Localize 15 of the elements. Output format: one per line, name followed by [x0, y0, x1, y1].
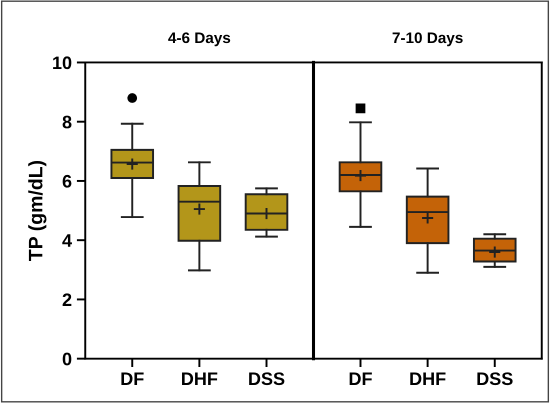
- y-tick-label: 2: [62, 293, 72, 306]
- x-tick-label: DSS: [477, 372, 513, 386]
- y-tick-label: 6: [62, 174, 72, 188]
- chart-title: 4-6 Days: [168, 32, 230, 46]
- chart-title: 7-10 Days: [392, 32, 463, 46]
- y-axis-title: TP (gm/dL): [28, 160, 46, 261]
- y-tick-label: 0: [62, 352, 72, 366]
- x-tick-label: DHF: [410, 372, 446, 385]
- y-tick-label: 10: [53, 56, 72, 70]
- x-tick-label: DHF: [182, 372, 218, 385]
- x-tick-label: DSS: [249, 372, 284, 386]
- x-tick-label: DF: [121, 372, 144, 385]
- y-tick-label: 4: [62, 234, 72, 247]
- y-tick-label: 8: [62, 116, 72, 128]
- x-tick-label: DF: [350, 372, 372, 385]
